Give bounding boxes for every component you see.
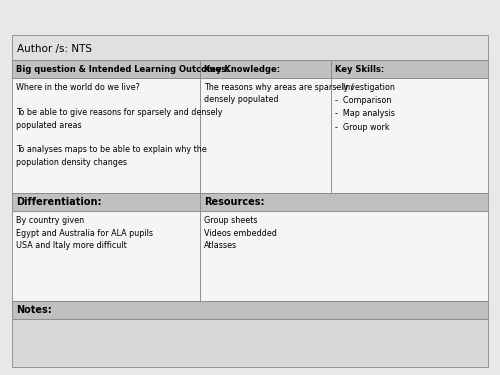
FancyBboxPatch shape bbox=[200, 78, 331, 193]
FancyBboxPatch shape bbox=[12, 211, 200, 301]
FancyBboxPatch shape bbox=[12, 301, 488, 319]
Text: Big question & Intended Learning Outcomes:: Big question & Intended Learning Outcome… bbox=[16, 64, 230, 74]
Text: Author /s: NTS: Author /s: NTS bbox=[17, 44, 92, 54]
Text: Resources:: Resources: bbox=[204, 197, 264, 207]
FancyBboxPatch shape bbox=[12, 319, 488, 367]
FancyBboxPatch shape bbox=[200, 193, 488, 211]
FancyBboxPatch shape bbox=[331, 78, 488, 193]
FancyBboxPatch shape bbox=[331, 60, 488, 78]
Text: The reasons why areas are sparsely /
densely populated: The reasons why areas are sparsely / den… bbox=[204, 83, 354, 105]
Text: Key Knowledge:: Key Knowledge: bbox=[204, 64, 280, 74]
Text: By country given
Egypt and Australia for ALA pupils
USA and Italy more difficult: By country given Egypt and Australia for… bbox=[16, 216, 153, 250]
FancyBboxPatch shape bbox=[200, 60, 331, 78]
Text: Notes:: Notes: bbox=[16, 305, 52, 315]
FancyBboxPatch shape bbox=[12, 35, 488, 60]
Text: Key Skills:: Key Skills: bbox=[335, 64, 384, 74]
FancyBboxPatch shape bbox=[12, 60, 200, 78]
Text: Where in the world do we live?

To be able to give reasons for sparsely and dens: Where in the world do we live? To be abl… bbox=[16, 83, 223, 167]
Text: Differentiation:: Differentiation: bbox=[16, 197, 102, 207]
Text: Group sheets
Videos embedded
Atlasses: Group sheets Videos embedded Atlasses bbox=[204, 216, 277, 250]
Text: -  Investigation
-  Comparison
-  Map analysis
-  Group work: - Investigation - Comparison - Map analy… bbox=[335, 83, 395, 132]
FancyBboxPatch shape bbox=[12, 193, 200, 211]
FancyBboxPatch shape bbox=[12, 78, 200, 193]
FancyBboxPatch shape bbox=[200, 211, 488, 301]
